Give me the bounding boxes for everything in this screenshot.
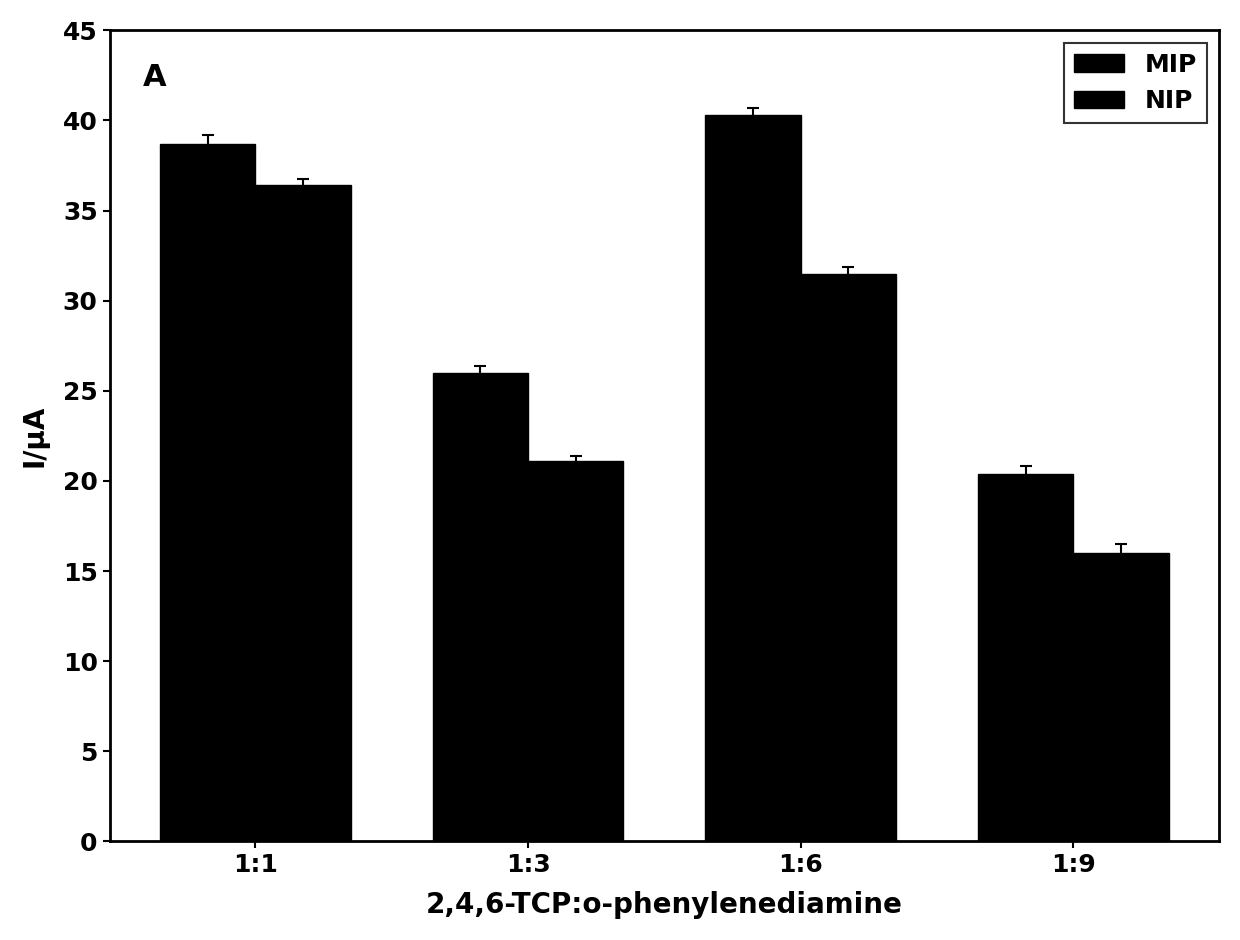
Bar: [528, 462, 624, 841]
Bar: [255, 185, 351, 841]
Legend: MIP, NIP: MIP, NIP: [1064, 43, 1207, 123]
Bar: [160, 144, 255, 841]
Y-axis label: I/μA: I/μA: [21, 405, 48, 467]
Bar: [433, 373, 528, 841]
Bar: [1074, 553, 1169, 841]
X-axis label: 2,4,6-TCP:o-phenylenediamine: 2,4,6-TCP:o-phenylenediamine: [425, 891, 903, 919]
Bar: [801, 274, 897, 841]
Text: A: A: [143, 63, 166, 92]
Bar: [706, 115, 801, 841]
Bar: [978, 474, 1074, 841]
